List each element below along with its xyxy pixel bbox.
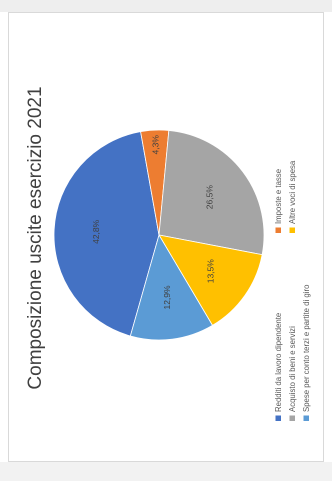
legend-swatch-redditi — [275, 415, 281, 421]
data-label-imposte: 4,3% — [150, 135, 160, 155]
legend-label-acquisto: Acquisto di beni e servizi — [288, 326, 297, 412]
chart-frame: Composizione uscite esercizio 2021 42,8%… — [9, 13, 325, 463]
pie-slice-redditi — [53, 131, 160, 337]
legend-swatch-spese-terzi — [303, 415, 309, 421]
data-label-altre: 13,5% — [206, 259, 216, 284]
chart-panel: Composizione uscite esercizio 2021 42,8%… — [8, 12, 324, 462]
legend-swatch-imposte — [275, 227, 281, 233]
data-label-redditi: 42,8% — [91, 219, 101, 244]
legend-label-imposte: Imposte e tasse — [274, 169, 283, 224]
legend-label-altre: Altre voci di spesa — [288, 160, 297, 224]
legend-label-redditi: Redditi da lavoro dipendente — [274, 313, 283, 412]
pie-chart: Composizione uscite esercizio 2021 42,8%… — [25, 86, 311, 421]
top-strip — [0, 0, 332, 12]
pie-slice-altre — [158, 234, 263, 326]
pie-slices — [53, 129, 265, 341]
slice-labels: 42,8% 4,3% 26,5% 13,5% 12,9% — [91, 135, 215, 310]
legend-label-spese-terzi: Spese per conto terzi e partite di giro — [302, 284, 311, 412]
legend-swatch-altre — [289, 227, 295, 233]
legend: Redditi da lavoro dipendente Imposte e ta… — [274, 160, 311, 421]
chart-title: Composizione uscite esercizio 2021 — [25, 86, 46, 389]
data-label-acquisto: 26,5% — [204, 185, 214, 210]
pie-slice-spese-terzi — [129, 233, 214, 341]
data-label-spese-terzi: 12,9% — [162, 285, 172, 310]
legend-swatch-acquisto — [289, 415, 295, 421]
pie-slice-acquisto — [158, 130, 265, 256]
bottom-strip — [0, 462, 332, 481]
